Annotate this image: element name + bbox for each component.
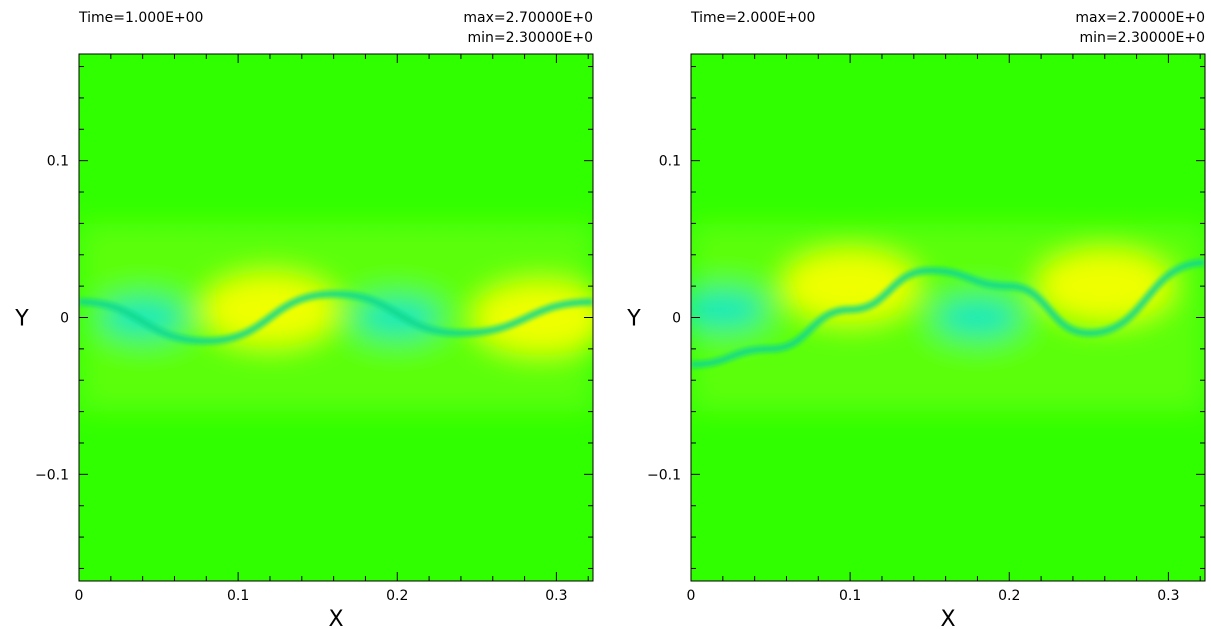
low-region-0 xyxy=(691,287,768,332)
interface-band xyxy=(691,259,1205,369)
x-tick-label: 0 xyxy=(687,588,696,604)
interface-band xyxy=(79,290,593,345)
x-tick-label: 0.2 xyxy=(998,588,1020,604)
max-label: max=2.70000E+0 xyxy=(463,10,593,26)
max-label: max=2.70000E+0 xyxy=(1075,10,1205,26)
x-tick-label: 0.1 xyxy=(227,588,249,604)
min-label: min=2.30000E+0 xyxy=(1079,30,1205,46)
x-tick-label: 0 xyxy=(75,588,84,604)
x-tick-label: 0.1 xyxy=(839,588,861,604)
y-tick-label: 0 xyxy=(60,311,69,327)
x-tick-label: 0.2 xyxy=(386,588,408,604)
y-tick-label: 0 xyxy=(672,311,681,327)
plot-panel-1: 0 0.1 0.2 0.3 −0.1 0 0.1 X Y Time=1.000E+00 max=2.… xyxy=(0,0,605,629)
high-region-0 xyxy=(780,248,921,325)
low-region-1 xyxy=(932,295,1023,340)
y-tick-label: 0.1 xyxy=(659,154,681,170)
x-axis-title: X xyxy=(328,607,343,629)
time-label: Time=1.000E+00 xyxy=(78,10,203,26)
y-axis-title: Y xyxy=(14,307,29,332)
y-tick-label: 0.1 xyxy=(47,154,69,170)
heatmap-svg-2: 0 0.1 0.2 0.3 −0.1 0 0.1 X Y Time=2.000E+00 max=2.… xyxy=(626,10,1206,629)
x-axis-title: X xyxy=(940,607,955,629)
min-label: min=2.30000E+0 xyxy=(467,30,593,46)
high-region-0 xyxy=(199,271,340,348)
x-tick-label: 0.3 xyxy=(545,588,567,604)
y-tick-label: −0.1 xyxy=(35,467,69,483)
heatmap-svg-1: 0 0.1 0.2 0.3 −0.1 0 0.1 X Y Time=1.000E+00 max=2.… xyxy=(14,10,594,629)
y-axis-title: Y xyxy=(626,307,641,332)
time-label: Time=2.000E+00 xyxy=(690,10,815,26)
y-tick-label: −0.1 xyxy=(647,467,681,483)
plot-panel-2: 0 0.1 0.2 0.3 −0.1 0 0.1 X Y Time=2.000E+00 max=2.… xyxy=(612,0,1211,629)
x-tick-label: 0.3 xyxy=(1157,588,1179,604)
